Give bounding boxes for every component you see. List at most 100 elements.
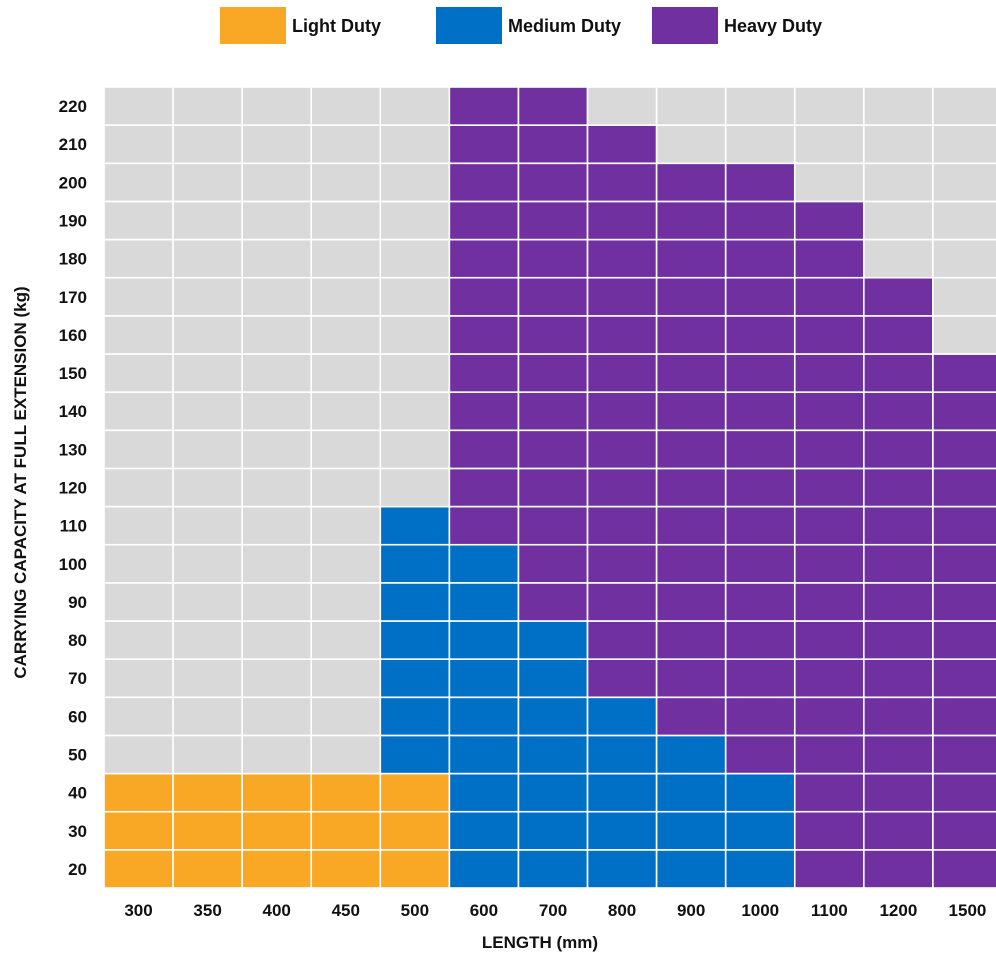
cell-heavy-duty [793, 238, 865, 279]
y-tick-label: 170 [59, 288, 87, 307]
cell-medium-duty [655, 849, 727, 889]
cell-empty [172, 696, 243, 737]
cell-heavy-duty [793, 200, 865, 241]
cell-empty [793, 86, 865, 126]
cell-light-duty [241, 772, 313, 813]
cell-empty [379, 467, 451, 508]
cell-heavy-duty [932, 620, 996, 660]
cell-light-duty [310, 849, 382, 889]
cell-medium-duty [655, 772, 727, 813]
legend-label: Medium Duty [508, 16, 621, 36]
cell-empty [241, 696, 313, 737]
cell-empty [103, 505, 174, 546]
cell-heavy-duty [448, 429, 520, 470]
cell-empty [863, 162, 934, 203]
cell-empty [586, 86, 658, 126]
cell-heavy-duty [448, 276, 520, 317]
cell-medium-duty [448, 620, 520, 660]
x-tick-label: 600 [470, 901, 498, 920]
cell-heavy-duty [448, 505, 520, 546]
cell-heavy-duty [863, 658, 934, 699]
cell-empty [103, 696, 174, 737]
cell-heavy-duty [724, 467, 796, 508]
cell-heavy-duty [448, 315, 520, 355]
cell-empty [379, 276, 451, 317]
cell-heavy-duty [448, 238, 520, 279]
cell-heavy-duty [793, 849, 865, 889]
cell-light-duty [103, 772, 174, 813]
cell-heavy-duty [793, 810, 865, 851]
cell-medium-duty [517, 849, 589, 889]
cell-light-duty [172, 810, 243, 851]
cell-empty [172, 238, 243, 279]
cell-medium-duty [724, 810, 796, 851]
cell-light-duty [241, 849, 313, 889]
cell-empty [724, 124, 796, 165]
cell-heavy-duty [586, 467, 658, 508]
cell-heavy-duty [724, 315, 796, 355]
cell-heavy-duty [655, 582, 727, 622]
cell-heavy-duty [724, 582, 796, 622]
cell-heavy-duty [655, 620, 727, 660]
cell-heavy-duty [793, 658, 865, 699]
cell-heavy-duty [517, 391, 589, 432]
y-axis-ticks: 20 30 40 50 60 70 80 90 100 110 120 130 140 150 160 170… [59, 97, 87, 879]
cell-heavy-duty [448, 162, 520, 203]
cell-heavy-duty [724, 162, 796, 203]
cell-empty [172, 86, 243, 126]
cell-light-duty [310, 772, 382, 813]
cell-heavy-duty [724, 353, 796, 393]
cell-heavy-duty [586, 162, 658, 203]
cell-empty [241, 200, 313, 241]
cell-empty [932, 200, 996, 241]
cell-empty [103, 734, 174, 775]
cell-heavy-duty [586, 658, 658, 699]
cell-empty [172, 276, 243, 317]
y-tick-label: 30 [68, 822, 87, 841]
cell-heavy-duty [932, 849, 996, 889]
cell-empty [241, 276, 313, 317]
y-tick-label: 20 [68, 860, 87, 879]
cell-heavy-duty [724, 276, 796, 317]
cell-empty [103, 238, 174, 279]
cell-heavy-duty [517, 200, 589, 241]
cell-medium-duty [448, 772, 520, 813]
cell-empty [103, 658, 174, 699]
y-axis-title: CARRYING CAPACITY AT FULL EXTENSION (kg) [11, 286, 30, 678]
y-tick-label: 50 [68, 746, 87, 765]
legend-swatch [436, 7, 502, 44]
cell-heavy-duty [932, 391, 996, 432]
cell-empty [310, 315, 382, 355]
cell-heavy-duty [863, 543, 934, 584]
cell-empty [379, 238, 451, 279]
cell-empty [172, 734, 243, 775]
y-tick-label: 180 [59, 250, 87, 269]
cell-medium-duty [586, 772, 658, 813]
cell-empty [103, 353, 174, 393]
legend-swatch [652, 7, 718, 44]
cell-light-duty [379, 772, 451, 813]
cell-empty [103, 162, 174, 203]
cell-light-duty [172, 849, 243, 889]
cell-heavy-duty [448, 467, 520, 508]
cell-empty [241, 467, 313, 508]
cell-empty [379, 200, 451, 241]
cell-heavy-duty [655, 391, 727, 432]
cell-heavy-duty [793, 429, 865, 470]
cell-light-duty [379, 810, 451, 851]
cell-heavy-duty [793, 620, 865, 660]
cell-empty [241, 86, 313, 126]
x-axis-title: LENGTH (mm) [482, 933, 598, 952]
cell-heavy-duty [586, 276, 658, 317]
cell-heavy-duty [724, 620, 796, 660]
cell-heavy-duty [517, 505, 589, 546]
y-tick-label: 200 [59, 173, 87, 192]
cell-heavy-duty [517, 429, 589, 470]
cell-heavy-duty [724, 734, 796, 775]
cell-heavy-duty [724, 238, 796, 279]
cell-empty [103, 429, 174, 470]
cell-empty [310, 734, 382, 775]
cell-heavy-duty [863, 505, 934, 546]
cell-heavy-duty [793, 582, 865, 622]
